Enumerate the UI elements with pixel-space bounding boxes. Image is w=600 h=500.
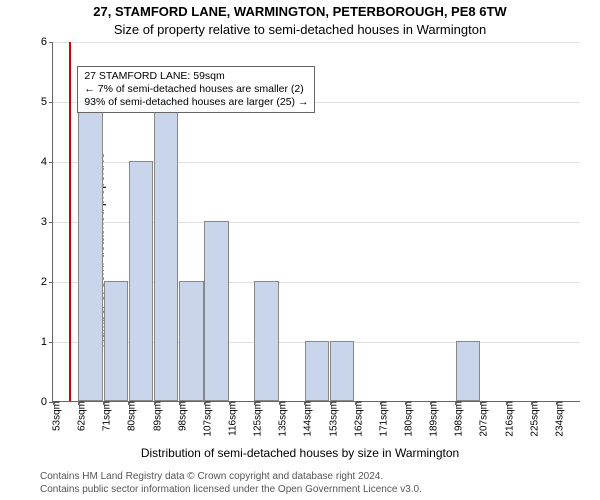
x-tick-label: 198sqm xyxy=(452,401,465,437)
histogram-bar xyxy=(204,221,229,401)
annotation-line2: ← 7% of semi-detached houses are smaller… xyxy=(84,83,308,96)
x-tick-label: 135sqm xyxy=(276,401,289,437)
x-tick-label: 234sqm xyxy=(552,401,565,437)
histogram-bar xyxy=(456,341,481,401)
x-tick-label: 225sqm xyxy=(527,401,540,437)
attribution-line2: Contains public sector information licen… xyxy=(40,483,422,496)
chart-title-line2: Size of property relative to semi-detach… xyxy=(0,22,600,37)
annotation-line3: 93% of semi-detached houses are larger (… xyxy=(84,96,308,109)
histogram-bar xyxy=(78,101,103,401)
x-tick-label: 162sqm xyxy=(351,401,364,437)
x-tick-label: 189sqm xyxy=(427,401,440,437)
reference-line xyxy=(69,42,71,401)
x-tick-label: 207sqm xyxy=(477,401,490,437)
y-tick-label: 1 xyxy=(41,336,53,348)
x-tick-label: 153sqm xyxy=(326,401,339,437)
histogram-bar xyxy=(305,341,330,401)
histogram-bar xyxy=(104,281,129,401)
x-tick-label: 171sqm xyxy=(376,401,389,437)
attribution-line1: Contains HM Land Registry data © Crown c… xyxy=(40,470,422,483)
x-tick-label: 98sqm xyxy=(175,401,188,431)
chart-title-line1: 27, STAMFORD LANE, WARMINGTON, PETERBORO… xyxy=(0,4,600,19)
x-tick-label: 125sqm xyxy=(251,401,264,437)
attribution-text: Contains HM Land Registry data © Crown c… xyxy=(40,470,422,496)
histogram-bar xyxy=(129,161,154,401)
y-tick-label: 4 xyxy=(41,156,53,168)
x-tick-label: 89sqm xyxy=(150,401,163,431)
x-tick-label: 62sqm xyxy=(75,401,88,431)
annotation-box: 27 STAMFORD LANE: 59sqm← 7% of semi-deta… xyxy=(77,66,315,113)
y-tick-label: 5 xyxy=(41,96,53,108)
histogram-bar xyxy=(330,341,355,401)
x-tick-label: 116sqm xyxy=(226,401,239,436)
plot-area: 012345653sqm62sqm71sqm80sqm89sqm98sqm107… xyxy=(52,42,580,402)
x-axis-label: Distribution of semi-detached houses by … xyxy=(0,446,600,460)
x-tick-label: 216sqm xyxy=(502,401,515,437)
y-tick-label: 3 xyxy=(41,216,53,228)
x-tick-label: 53sqm xyxy=(50,401,63,431)
gridline xyxy=(53,42,580,43)
x-tick-label: 180sqm xyxy=(402,401,415,437)
x-tick-label: 71sqm xyxy=(100,401,113,431)
x-tick-label: 80sqm xyxy=(125,401,138,431)
annotation-line1: 27 STAMFORD LANE: 59sqm xyxy=(84,70,308,83)
x-tick-label: 107sqm xyxy=(200,401,213,437)
histogram-bar xyxy=(254,281,279,401)
histogram-bar xyxy=(179,281,204,401)
y-tick-label: 2 xyxy=(41,276,53,288)
histogram-bar xyxy=(154,101,179,401)
x-tick-label: 144sqm xyxy=(301,401,314,437)
y-tick-label: 6 xyxy=(41,36,53,48)
